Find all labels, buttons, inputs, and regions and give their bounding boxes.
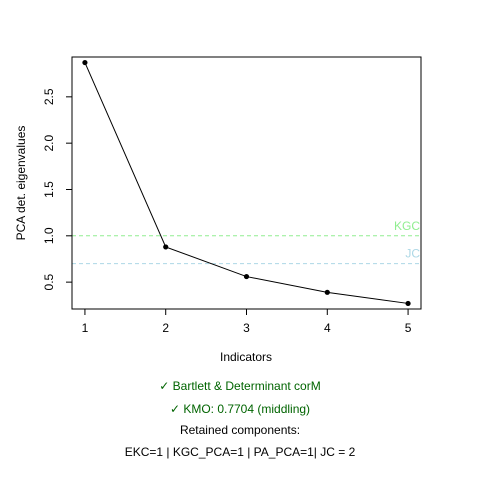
plot-frame — [71, 56, 422, 310]
eigenvalue-points — [82, 59, 411, 307]
data-point — [324, 289, 330, 295]
data-point — [82, 59, 88, 66]
x-axis: 1 2 3 4 5 — [82, 308, 412, 335]
retained-values: EKC=1 | KGC_PCA=1 | PA_PCA=1| JC = 2 — [124, 445, 356, 459]
x-tick-label: 3 — [243, 321, 250, 335]
y-tick-label: 0.5 — [42, 273, 56, 290]
eigenvalue-line — [84, 62, 409, 304]
x-axis-title: Indicators — [220, 350, 272, 364]
y-axis: 0.5 1.0 1.5 2.0 2.5 — [42, 88, 73, 290]
reference-label-jc: JC — [405, 247, 420, 261]
data-point — [243, 273, 250, 280]
y-tick-label: 1.5 — [42, 181, 56, 198]
y-tick-label: 2.0 — [42, 134, 56, 151]
retained-title: Retained components: — [179, 423, 301, 437]
y-tick-label: 2.5 — [42, 88, 56, 105]
kmo-note: ✓ KMO: 0.7704 (middling) — [169, 402, 311, 416]
bartlett-note: ✓ Bartlett & Determinant corM — [159, 379, 321, 393]
y-tick-label: 1.0 — [42, 227, 56, 244]
data-point — [163, 244, 169, 250]
x-tick-label: 1 — [82, 321, 89, 335]
reference-lines: KGC JC — [72, 219, 421, 265]
x-tick-label: 2 — [162, 321, 169, 335]
reference-label-kgc: KGC — [394, 219, 420, 233]
data-point — [405, 300, 411, 307]
x-tick-label: 4 — [324, 321, 331, 335]
y-axis-title: PCA det. eigenvalues — [14, 126, 28, 241]
x-tick-label: 5 — [405, 321, 412, 335]
